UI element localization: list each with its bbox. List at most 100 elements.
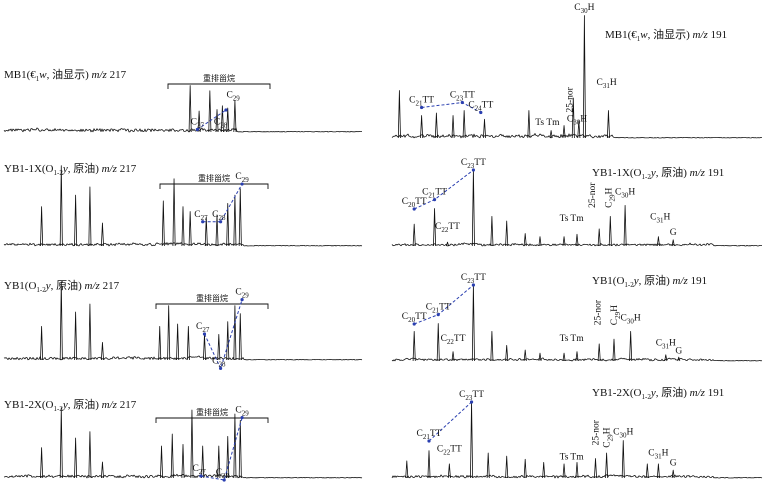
peak-label: C21TT <box>422 188 447 200</box>
chromatogram-peak <box>188 85 192 133</box>
chromatogram-peak <box>170 433 174 479</box>
peak-label: C30H <box>574 3 594 15</box>
panel-title: MB1(€1w, 油显示) m/z 217 <box>4 67 127 83</box>
peak-label: C24TT <box>468 101 493 113</box>
peak-marker <box>224 108 228 112</box>
chromatogram-peak <box>645 463 649 479</box>
panel-title: YB1(O1-2y, 原油) m/z 191 <box>592 273 707 289</box>
chromatogram-peak <box>575 351 579 362</box>
chromatogram-peak <box>523 349 527 362</box>
peak-label: C29H <box>604 188 616 208</box>
diasterane-label: 重排甾烷 <box>203 73 235 83</box>
chromatogram-peak <box>427 450 431 479</box>
chromatogram-peak <box>181 206 185 247</box>
chromatogram-peak <box>172 178 176 247</box>
peak-label: C29 <box>226 91 240 103</box>
peak-label: 25-nor <box>566 86 576 112</box>
chromatogram-peak <box>167 305 171 361</box>
chromatogram-peak <box>471 284 475 362</box>
chromatogram-peak <box>420 115 424 139</box>
panel-title: YB1(O1-2y, 原油) m/z 217 <box>4 278 120 294</box>
chromatogram-trace <box>3 242 363 247</box>
peak-label: C31H <box>596 78 616 90</box>
chromatogram-peak <box>226 321 230 361</box>
chromatogram-peak <box>405 460 409 479</box>
chromatogram-peak <box>188 211 192 247</box>
diasterane-bracket <box>155 417 269 423</box>
peak-label: C30H <box>615 188 635 200</box>
ratio-connector <box>197 109 227 130</box>
peak-label: C29 <box>235 172 249 184</box>
chromatogram-panel: YB1-1X(O1-2y, 原油) m/z 217 重排甾烷 C27 C28 C29 <box>3 161 363 247</box>
chromatogram-peak <box>233 305 237 361</box>
peak-label: 25-nor <box>593 299 603 325</box>
ratio-connector <box>413 169 474 210</box>
chromatogram-peak <box>605 452 609 479</box>
chromatogram-peak <box>505 455 509 479</box>
chromatogram-peak <box>160 445 164 479</box>
panel-title: MB1(€1w, 油显示) m/z 191 <box>605 27 727 43</box>
chromatogram-peak <box>215 214 219 247</box>
chromatogram-peak <box>412 223 416 247</box>
chromatogram-peak <box>606 110 610 139</box>
chromatogram-peak <box>238 188 242 247</box>
panel-title: YB1-1X(O1-2y, 原油) m/z 191 <box>592 165 724 181</box>
peak-label: 25-nor <box>592 419 602 445</box>
peak-label: 25-nor <box>588 182 598 208</box>
chromatogram-peak <box>538 236 542 247</box>
chromatogram-peak <box>549 130 553 139</box>
chromatogram-trace <box>3 355 363 361</box>
chromatogram-peak <box>505 220 509 247</box>
diasterane-label: 重排甾烷 <box>198 173 230 183</box>
chromatogram-peak <box>59 407 63 479</box>
ratio-connector <box>414 284 474 325</box>
diasterane-label: 重排甾烷 <box>196 407 228 417</box>
chromatogram-peak <box>59 281 63 361</box>
chromatogram-peak <box>226 107 230 133</box>
chromatogram-peak <box>608 215 612 247</box>
chromatogram-peak <box>434 112 438 139</box>
chromatogram-trace <box>3 127 363 133</box>
peak-label: C31H <box>648 449 668 461</box>
chromatogram-peak <box>88 186 92 247</box>
chromatogram-peak <box>238 313 242 361</box>
chromatogram-peak <box>208 90 212 133</box>
chromatogram-peak <box>100 461 104 479</box>
chromatogram-peak <box>629 330 633 362</box>
peak-label: C20TT <box>402 312 427 324</box>
chromatogram-panel: YB1(O1-2y, 原油) m/z 217 重排甾烷 C27 C28 C29 <box>3 278 363 370</box>
peak-label: C30H <box>621 314 641 326</box>
chromatogram-peak <box>100 222 104 247</box>
peak-label: C28 <box>216 468 230 480</box>
peak-label: C31H <box>656 339 676 351</box>
peak-label: C28 <box>214 118 228 130</box>
peak-label: C27 <box>196 322 210 334</box>
chromatogram-peak <box>176 323 180 361</box>
chromatogram-panel: YB1-2X(O1-2y, 原油) m/z 191 C21TT C22TT C23TT… <box>391 385 763 479</box>
chromatogram-peak <box>575 462 579 479</box>
panel-title: YB1-1X(O1-2y, 原油) m/z 217 <box>4 161 137 177</box>
chromatogram-peak <box>74 437 78 479</box>
peak-label: G <box>670 459 677 469</box>
chromatogram-peak <box>562 125 566 139</box>
peak-label: Tm <box>570 214 584 224</box>
chromatogram-peak <box>505 345 509 362</box>
chromatogram-peak <box>202 334 206 361</box>
chromatogram-peak <box>233 413 237 479</box>
peak-label: C23TT <box>459 390 484 402</box>
chromatogram-panel: MB1(€1w, 油显示) m/z 217 重排甾烷 C27 C28 C29 <box>3 67 363 133</box>
peak-label: C23TT <box>461 158 486 170</box>
peak-label: Tm <box>570 334 584 344</box>
chromatogram-peak <box>217 445 221 479</box>
chromatogram-peak <box>594 458 597 479</box>
diasterane-bracket <box>155 303 269 309</box>
chromatogram-peak <box>40 447 44 479</box>
peak-label: G <box>670 228 677 238</box>
peak-label: C30H <box>613 427 633 439</box>
chromatogram-peak <box>664 354 668 362</box>
chromatogram-peak <box>577 120 581 139</box>
